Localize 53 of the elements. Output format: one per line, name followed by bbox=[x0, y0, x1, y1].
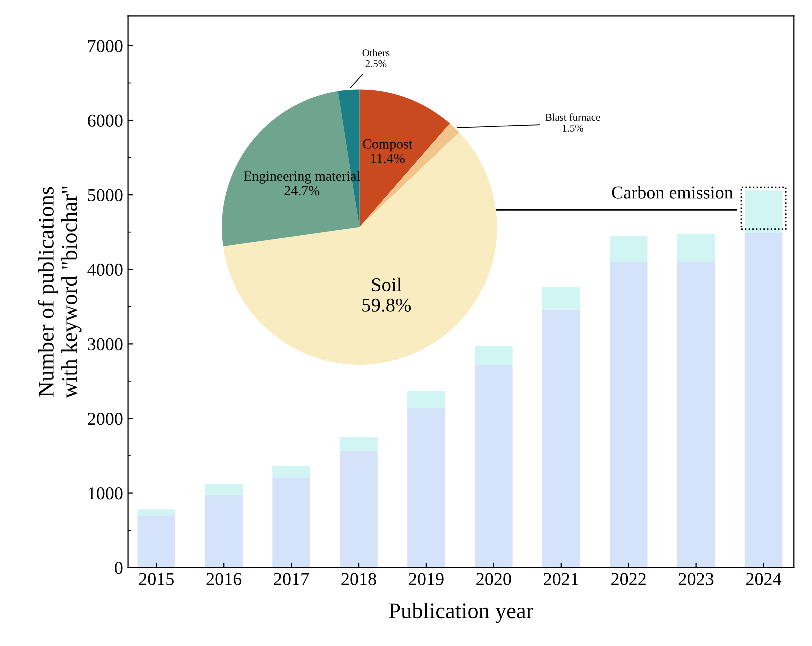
data-label: 59.8% bbox=[362, 298, 412, 312]
bar bbox=[475, 365, 513, 568]
y-tick-label: 5000 bbox=[88, 189, 123, 202]
bar bbox=[138, 510, 176, 516]
x-tick-label: 2023 bbox=[679, 573, 714, 586]
y-tick-label: 2000 bbox=[88, 412, 123, 426]
y-tick-label: 0 bbox=[115, 562, 123, 574]
bar bbox=[408, 391, 446, 408]
x-tick-label: 2021 bbox=[544, 573, 578, 586]
x-axis-title: Publication year bbox=[389, 602, 534, 624]
y-axis-title: Number of publications with keyword "biochar" bbox=[38, 186, 82, 399]
bar bbox=[542, 288, 580, 310]
y-tick-label: 1000 bbox=[88, 488, 123, 500]
pie-slice bbox=[222, 91, 360, 247]
bar bbox=[677, 234, 716, 262]
data-label: 24.7% bbox=[284, 186, 320, 196]
x-tick-label: 2019 bbox=[409, 573, 444, 586]
data-label: 11.4% bbox=[371, 154, 405, 164]
x-tick-label: 2024 bbox=[746, 573, 782, 586]
slice-label: Soil bbox=[372, 278, 402, 292]
slice-label: Blast furnace bbox=[546, 114, 600, 122]
pie-slice bbox=[223, 132, 498, 365]
bar bbox=[677, 262, 716, 568]
x-tick-label: 2018 bbox=[342, 573, 376, 586]
x-tick-label: 2022 bbox=[612, 573, 646, 586]
x-tick-label: 2020 bbox=[476, 573, 512, 586]
pie-slice bbox=[360, 124, 460, 228]
x-tick-label: 2017 bbox=[274, 573, 310, 586]
y-tick-label: 4000 bbox=[88, 264, 123, 276]
bar bbox=[340, 437, 378, 451]
bar bbox=[205, 494, 243, 568]
bar bbox=[205, 484, 243, 495]
bar bbox=[744, 233, 783, 568]
pie-slice bbox=[360, 90, 450, 228]
bar bbox=[610, 262, 648, 568]
x-tick-label: 2016 bbox=[206, 573, 242, 586]
x-tick-label: 2015 bbox=[139, 573, 174, 586]
data-label: 1.5% bbox=[563, 124, 584, 132]
bar bbox=[542, 310, 580, 568]
bar bbox=[475, 346, 513, 366]
annotation: Carbon emission bbox=[612, 186, 734, 199]
y-tick-label: 7000 bbox=[88, 40, 123, 52]
bar bbox=[610, 236, 648, 262]
slice-label: Others bbox=[362, 49, 390, 57]
slice-label: Compost bbox=[363, 139, 413, 152]
bar bbox=[408, 408, 446, 568]
y-tick-label: 3000 bbox=[88, 338, 123, 351]
bar bbox=[272, 478, 310, 568]
data-label: 2.5% bbox=[366, 60, 387, 68]
bar bbox=[138, 516, 176, 568]
y-tick-label: 6000 bbox=[88, 114, 123, 127]
bar bbox=[272, 466, 310, 478]
bar bbox=[340, 450, 378, 568]
